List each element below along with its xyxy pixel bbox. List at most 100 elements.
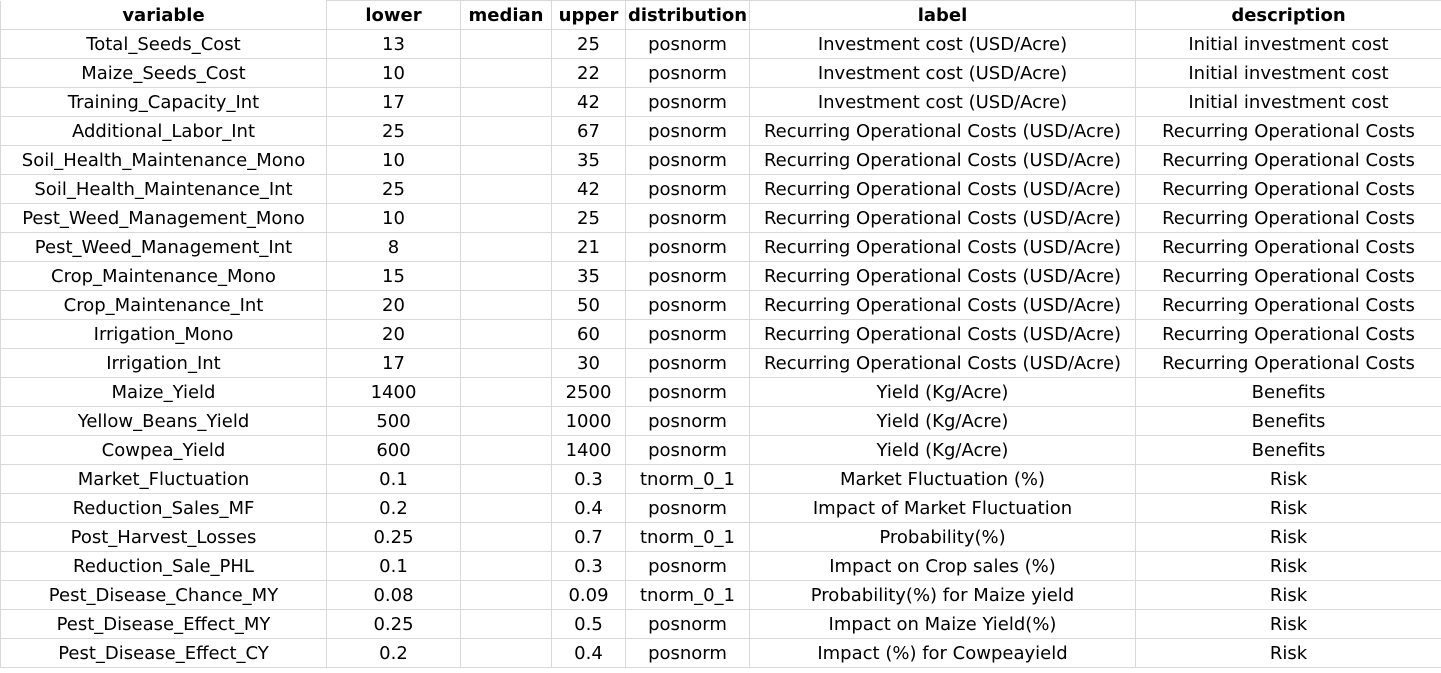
- cell-label[interactable]: Recurring Operational Costs (USD/Acre): [749, 145, 1136, 175]
- cell-variable[interactable]: Soil_Health_Maintenance_Mono: [0, 145, 327, 175]
- cell-description[interactable]: Recurring Operational Costs: [1135, 116, 1441, 146]
- cell-median[interactable]: [460, 116, 552, 146]
- cell-description[interactable]: Risk: [1135, 551, 1441, 581]
- cell-distribution[interactable]: posnorm: [625, 145, 750, 175]
- header-cell-upper[interactable]: upper: [551, 0, 626, 30]
- cell-distribution[interactable]: posnorm: [625, 174, 750, 204]
- cell-lower[interactable]: 0.2: [326, 638, 461, 668]
- cell-upper[interactable]: 0.09: [551, 580, 626, 610]
- cell-label[interactable]: Investment cost (USD/Acre): [749, 29, 1136, 59]
- cell-median[interactable]: [460, 377, 552, 407]
- cell-distribution[interactable]: posnorm: [625, 261, 750, 291]
- cell-variable[interactable]: Cowpea_Yield: [0, 435, 327, 465]
- cell-upper[interactable]: 35: [551, 261, 626, 291]
- cell-label[interactable]: Recurring Operational Costs (USD/Acre): [749, 319, 1136, 349]
- cell-lower[interactable]: 1400: [326, 377, 461, 407]
- cell-median[interactable]: [460, 580, 552, 610]
- cell-lower[interactable]: 13: [326, 29, 461, 59]
- cell-lower[interactable]: 10: [326, 203, 461, 233]
- cell-upper[interactable]: 0.7: [551, 522, 626, 552]
- header-cell-label[interactable]: label: [749, 0, 1136, 30]
- cell-variable[interactable]: Reduction_Sales_MF: [0, 493, 327, 523]
- cell-label[interactable]: Recurring Operational Costs (USD/Acre): [749, 290, 1136, 320]
- cell-variable[interactable]: Maize_Seeds_Cost: [0, 58, 327, 88]
- cell-upper[interactable]: 25: [551, 203, 626, 233]
- cell-variable[interactable]: Crop_Maintenance_Int: [0, 290, 327, 320]
- cell-lower[interactable]: 20: [326, 319, 461, 349]
- cell-label[interactable]: Market Fluctuation (%): [749, 464, 1136, 494]
- cell-distribution[interactable]: posnorm: [625, 551, 750, 581]
- cell-description[interactable]: Risk: [1135, 522, 1441, 552]
- header-cell-lower[interactable]: lower: [326, 0, 461, 30]
- cell-lower[interactable]: 15: [326, 261, 461, 291]
- cell-description[interactable]: Benefits: [1135, 406, 1441, 436]
- cell-variable[interactable]: Market_Fluctuation: [0, 464, 327, 494]
- header-cell-median[interactable]: median: [460, 0, 552, 30]
- cell-variable[interactable]: Training_Capacity_Int: [0, 87, 327, 117]
- cell-median[interactable]: [460, 174, 552, 204]
- cell-lower[interactable]: 0.2: [326, 493, 461, 523]
- cell-description[interactable]: Benefits: [1135, 435, 1441, 465]
- cell-upper[interactable]: 2500: [551, 377, 626, 407]
- cell-variable[interactable]: Additional_Labor_Int: [0, 116, 327, 146]
- cell-distribution[interactable]: posnorm: [625, 609, 750, 639]
- cell-upper[interactable]: 25: [551, 29, 626, 59]
- cell-description[interactable]: Recurring Operational Costs: [1135, 145, 1441, 175]
- cell-description[interactable]: Risk: [1135, 609, 1441, 639]
- cell-description[interactable]: Recurring Operational Costs: [1135, 174, 1441, 204]
- cell-upper[interactable]: 21: [551, 232, 626, 262]
- cell-lower[interactable]: 8: [326, 232, 461, 262]
- cell-lower[interactable]: 10: [326, 58, 461, 88]
- header-cell-description[interactable]: description: [1135, 0, 1441, 30]
- cell-upper[interactable]: 30: [551, 348, 626, 378]
- cell-median[interactable]: [460, 145, 552, 175]
- cell-distribution[interactable]: posnorm: [625, 232, 750, 262]
- cell-variable[interactable]: Total_Seeds_Cost: [0, 29, 327, 59]
- cell-median[interactable]: [460, 638, 552, 668]
- cell-variable[interactable]: Yellow_Beans_Yield: [0, 406, 327, 436]
- cell-median[interactable]: [460, 435, 552, 465]
- cell-upper[interactable]: 0.4: [551, 638, 626, 668]
- cell-median[interactable]: [460, 203, 552, 233]
- cell-median[interactable]: [460, 464, 552, 494]
- cell-label[interactable]: Recurring Operational Costs (USD/Acre): [749, 203, 1136, 233]
- cell-variable[interactable]: Reduction_Sale_PHL: [0, 551, 327, 581]
- cell-lower[interactable]: 17: [326, 87, 461, 117]
- cell-distribution[interactable]: posnorm: [625, 435, 750, 465]
- cell-upper[interactable]: 0.3: [551, 464, 626, 494]
- cell-description[interactable]: Recurring Operational Costs: [1135, 290, 1441, 320]
- cell-description[interactable]: Recurring Operational Costs: [1135, 261, 1441, 291]
- header-cell-variable[interactable]: variable: [0, 0, 327, 30]
- cell-upper[interactable]: 60: [551, 319, 626, 349]
- cell-median[interactable]: [460, 551, 552, 581]
- cell-upper[interactable]: 42: [551, 174, 626, 204]
- cell-description[interactable]: Risk: [1135, 638, 1441, 668]
- cell-median[interactable]: [460, 493, 552, 523]
- cell-upper[interactable]: 22: [551, 58, 626, 88]
- cell-variable[interactable]: Pest_Disease_Effect_MY: [0, 609, 327, 639]
- cell-description[interactable]: Risk: [1135, 493, 1441, 523]
- cell-distribution[interactable]: posnorm: [625, 116, 750, 146]
- cell-description[interactable]: Initial investment cost: [1135, 58, 1441, 88]
- cell-lower[interactable]: 500: [326, 406, 461, 436]
- cell-variable[interactable]: Pest_Disease_Effect_CY: [0, 638, 327, 668]
- cell-distribution[interactable]: tnorm_0_1: [625, 580, 750, 610]
- cell-distribution[interactable]: posnorm: [625, 58, 750, 88]
- cell-upper[interactable]: 0.3: [551, 551, 626, 581]
- cell-distribution[interactable]: tnorm_0_1: [625, 464, 750, 494]
- cell-label[interactable]: Recurring Operational Costs (USD/Acre): [749, 261, 1136, 291]
- cell-median[interactable]: [460, 406, 552, 436]
- cell-median[interactable]: [460, 29, 552, 59]
- cell-label[interactable]: Yield (Kg/Acre): [749, 435, 1136, 465]
- cell-label[interactable]: Investment cost (USD/Acre): [749, 58, 1136, 88]
- cell-upper[interactable]: 0.4: [551, 493, 626, 523]
- cell-label[interactable]: Recurring Operational Costs (USD/Acre): [749, 116, 1136, 146]
- cell-median[interactable]: [460, 58, 552, 88]
- cell-lower[interactable]: 0.25: [326, 609, 461, 639]
- cell-description[interactable]: Risk: [1135, 464, 1441, 494]
- cell-variable[interactable]: Post_Harvest_Losses: [0, 522, 327, 552]
- cell-label[interactable]: Probability(%) for Maize yield: [749, 580, 1136, 610]
- cell-label[interactable]: Probability(%): [749, 522, 1136, 552]
- cell-label[interactable]: Impact on Crop sales (%): [749, 551, 1136, 581]
- cell-distribution[interactable]: posnorm: [625, 638, 750, 668]
